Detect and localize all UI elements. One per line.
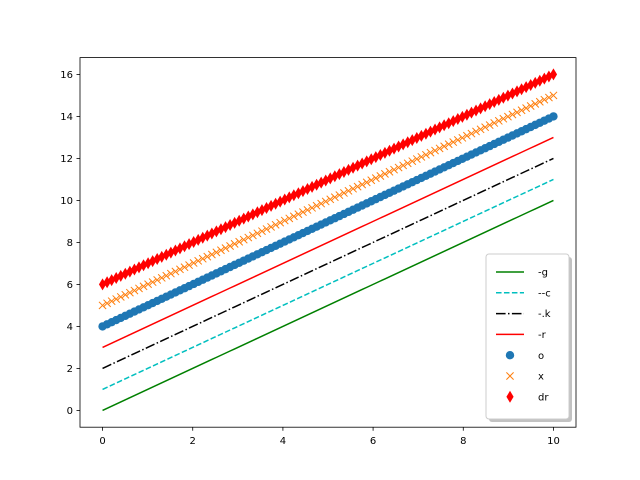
series-1 <box>102 178 554 391</box>
x-tick-label: 10 <box>547 436 560 447</box>
series-2 <box>102 157 554 370</box>
series-6 <box>98 68 558 291</box>
legend-label: -g <box>538 268 548 279</box>
legend: -g --c -.k -r ox dr <box>485 253 572 422</box>
y-tick-label: 16 <box>60 70 73 81</box>
x-tick-label: 4 <box>280 436 286 447</box>
series-4 <box>98 112 558 331</box>
legend-box <box>485 253 570 420</box>
legend-label: x <box>538 372 544 383</box>
y-tick-label: 2 <box>67 364 73 375</box>
legend-item: -g <box>496 268 548 279</box>
x-tick-label: 8 <box>460 436 466 447</box>
legend-item: o <box>505 351 544 362</box>
y-tick-label: 0 <box>67 406 73 417</box>
y-tick-label: 12 <box>60 154 73 165</box>
x-tick-label: 0 <box>99 436 105 447</box>
legend-label: dr <box>538 392 549 403</box>
legend-item: -r <box>496 330 547 341</box>
legend-item: x <box>506 372 544 383</box>
legend-label: -.k <box>538 309 551 320</box>
series-0 <box>102 199 554 412</box>
y-tick-label: 10 <box>60 196 73 207</box>
series-5 <box>98 91 558 310</box>
x-tick-label: 2 <box>190 436 196 447</box>
legend-item: -.k <box>496 309 551 320</box>
y-axis: 0 2 4 6 8 10 12 14 16 <box>60 70 80 417</box>
legend-item: dr <box>506 390 549 403</box>
x-tick-label: 6 <box>370 436 376 447</box>
y-tick-label: 6 <box>67 280 73 291</box>
y-tick-label: 4 <box>67 322 73 333</box>
legend-label: -r <box>538 330 547 341</box>
legend-item: --c <box>496 288 551 299</box>
plot-area <box>98 68 558 412</box>
legend-x-icon <box>506 372 514 380</box>
legend-label: o <box>538 351 544 362</box>
legend-label: --c <box>538 288 551 299</box>
y-tick-label: 14 <box>60 112 73 123</box>
y-tick-label: 8 <box>67 238 73 249</box>
legend-diamond-icon <box>506 390 514 403</box>
legend-circle-icon <box>505 351 515 360</box>
series-3 <box>102 136 554 349</box>
x-axis: 0 2 4 6 8 10 <box>99 427 560 447</box>
